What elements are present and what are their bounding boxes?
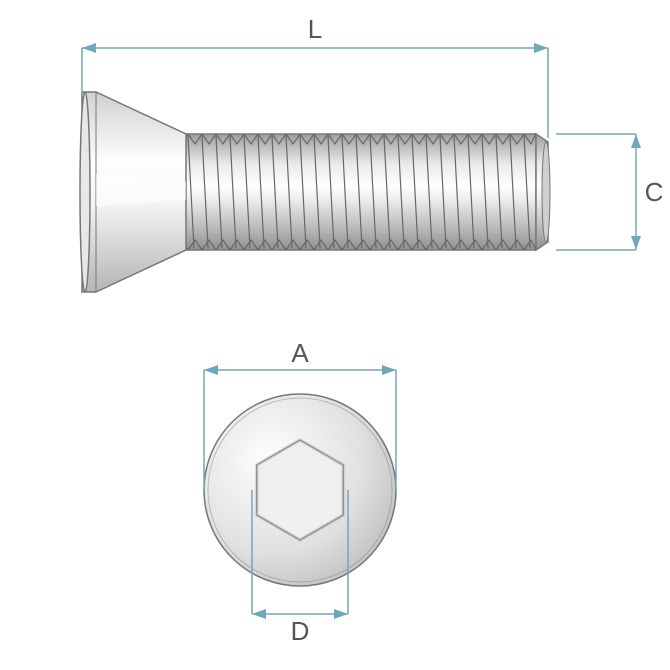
- dimension-label-A: A: [291, 338, 309, 368]
- dimension-label-L: L: [308, 14, 322, 44]
- technical-drawing: L C A D: [0, 0, 670, 670]
- screw-top-view: [204, 394, 396, 586]
- dimension-label-C: C: [645, 177, 664, 207]
- screw-side-view: [80, 92, 550, 292]
- dimension-label-D: D: [291, 616, 310, 646]
